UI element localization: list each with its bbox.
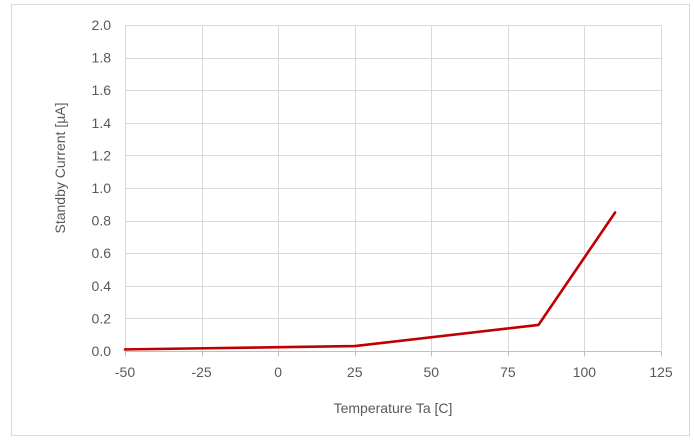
x-tick-label: 100 (573, 364, 597, 380)
chart-area-border (11, 4, 690, 436)
y-axis-label: Standby Current [µA] (52, 102, 68, 233)
x-tick-label: 50 (423, 364, 439, 380)
axes (125, 351, 662, 357)
x-tick-label: -25 (191, 364, 211, 380)
series-layer (123, 211, 617, 351)
y-tick-label: 0.8 (92, 213, 112, 229)
y-tick-label: 1.8 (92, 50, 112, 66)
y-tick-label: 2.0 (92, 17, 112, 33)
y-tick-label: 1.0 (92, 180, 112, 196)
y-tick-label: 1.2 (92, 147, 112, 163)
x-tick-label: -50 (115, 364, 135, 380)
y-tick-label: 0.4 (92, 278, 112, 294)
y-tick-labels: 0.0 0.2 0.4 0.6 0.8 1.0 1.2 1.4 1.6 1.8 2.0 (92, 17, 112, 359)
x-axis-label: Temperature Ta [C] (334, 400, 453, 416)
y-tick-label: 0.2 (92, 310, 112, 326)
x-tick-label: 125 (649, 364, 673, 380)
x-tick-label: 25 (347, 364, 363, 380)
y-tick-label: 1.6 (92, 82, 112, 98)
y-tick-label: 0.6 (92, 245, 112, 261)
x-tick-labels: -50 -25 0 25 50 75 100 125 (115, 364, 673, 380)
y-tick-label: 1.4 (92, 115, 112, 131)
y-tick-label: 0.0 (92, 343, 112, 359)
x-tick-label: 0 (274, 364, 282, 380)
x-tick-label: 75 (500, 364, 516, 380)
series-line (123, 211, 617, 351)
